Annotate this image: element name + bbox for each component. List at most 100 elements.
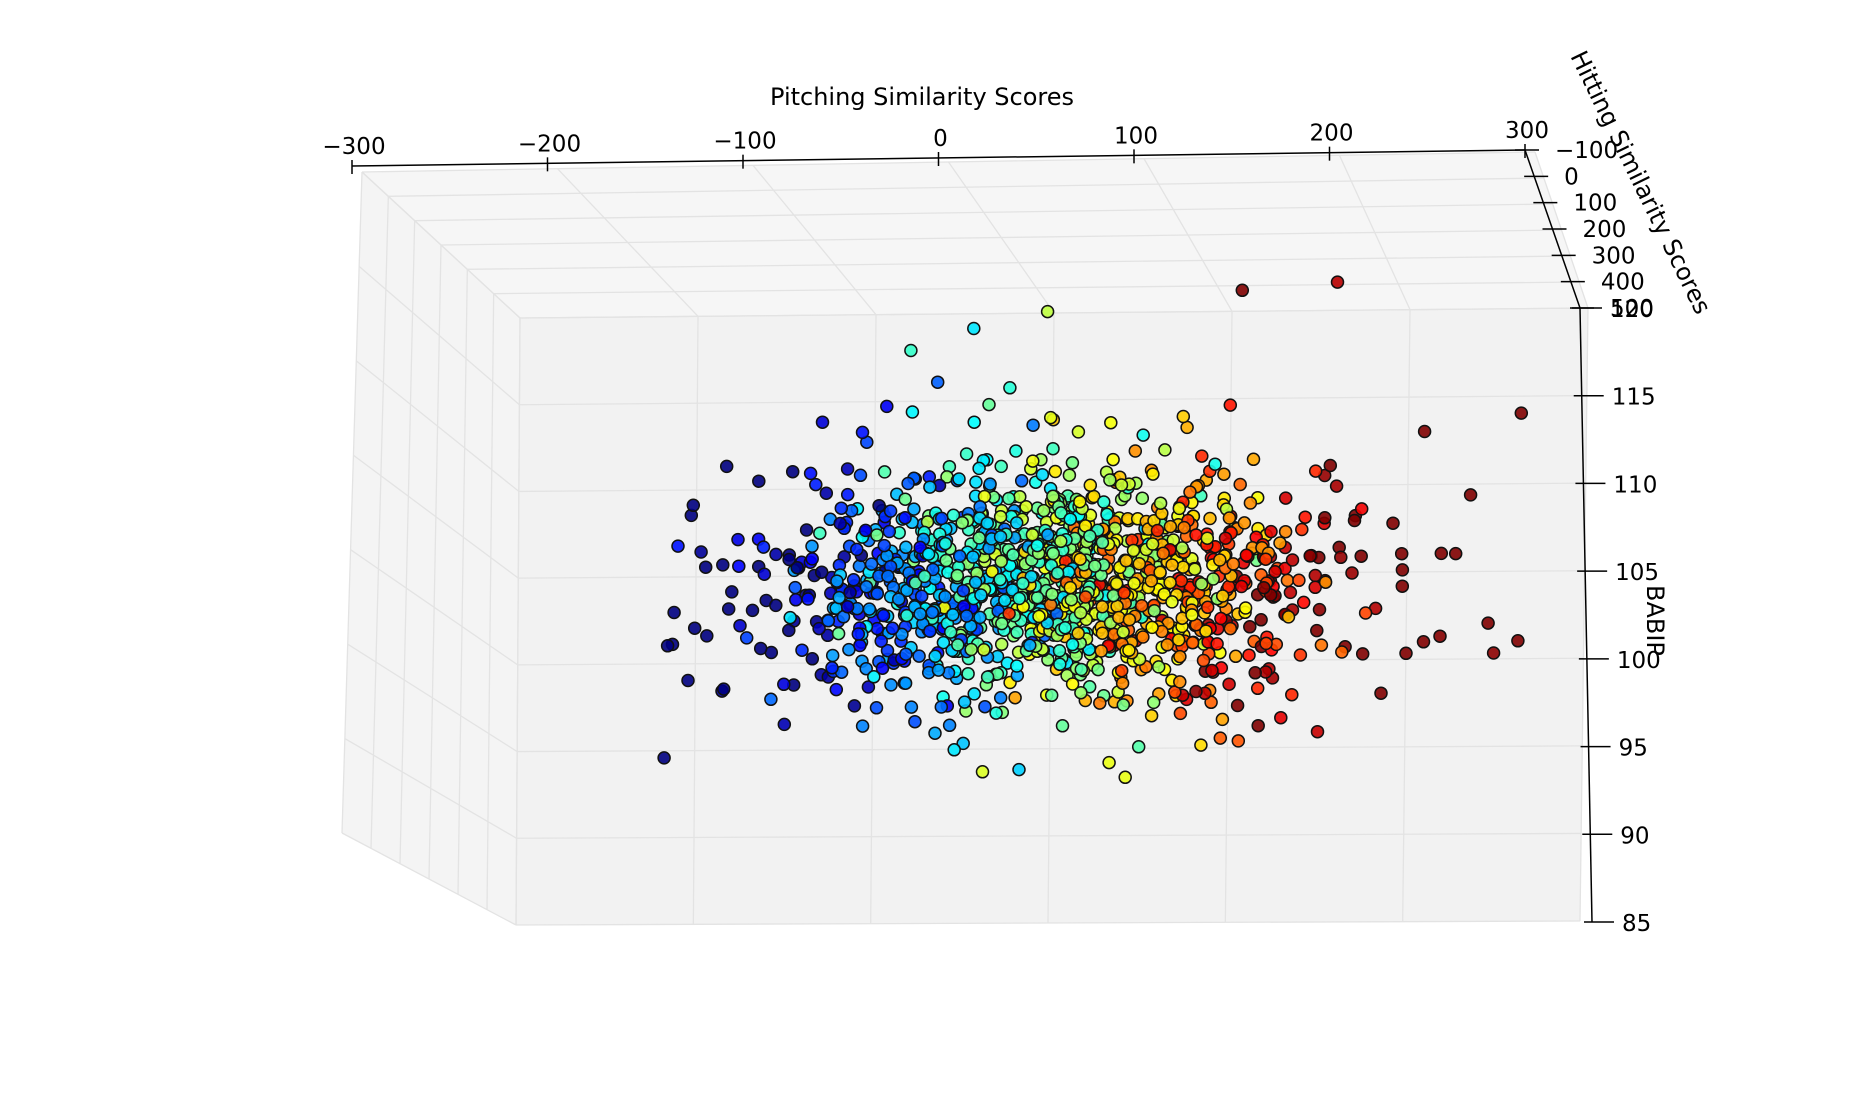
data-point [867,670,881,684]
data-point [716,558,730,572]
data-point [870,528,884,542]
data-point [880,399,894,414]
data-point [931,663,946,677]
left-pane [342,172,520,925]
data-point [694,545,708,559]
data-point [1052,644,1067,658]
data-point [1185,635,1200,650]
z-tick-label: 85 [1622,911,1651,937]
data-point [753,641,768,656]
data-point [1205,663,1219,678]
data-point [1030,538,1045,553]
data-point [993,509,1008,524]
data-point [1095,626,1110,640]
data-point [1394,546,1409,561]
data-point [993,572,1007,587]
data-point [875,661,890,675]
data-point [813,526,827,540]
data-point [973,500,987,514]
data-point [1183,485,1197,499]
data-point [1043,410,1058,425]
data-point [686,498,701,513]
data-point [957,695,972,709]
data-point [994,637,1009,652]
data-point [1012,762,1026,777]
data-point [1041,528,1055,542]
data-point [1146,467,1160,481]
data-point [870,621,884,636]
data-point [899,540,913,555]
data-point [1145,537,1160,551]
data-point [732,559,746,573]
data-point [1163,575,1177,590]
data-point [1122,643,1136,658]
data-point [789,593,803,607]
data-point [1386,516,1400,530]
data-point [1073,494,1087,509]
data-point [1078,590,1093,604]
data-point [1481,616,1495,630]
data-point [1097,495,1111,509]
data-point [1104,415,1118,430]
data-point [1433,629,1447,643]
data-point [1126,543,1141,558]
top-grid-y [361,151,1536,173]
data-point [1334,550,1348,565]
data-point [1046,546,1060,561]
left-grid-y [515,317,521,926]
data-point [977,643,991,657]
data-point [1002,606,1016,621]
data-point [956,583,971,598]
data-point [1163,519,1178,534]
y-tick-label: 100 [1573,191,1617,217]
data-point [877,538,892,553]
data-point [1165,558,1179,572]
data-point [969,475,983,489]
data-point [972,531,986,545]
data-point [1231,734,1246,748]
data-point [700,629,714,643]
left-grid-y [457,269,468,895]
data-point [1044,688,1059,703]
data-point [1248,666,1262,680]
front-grid-z [519,394,1587,406]
data-point [1050,566,1065,580]
data-point [1116,625,1130,639]
data-point [667,605,681,620]
data-point [1196,653,1211,668]
data-point [869,701,884,715]
data-point [1264,524,1278,539]
data-point [967,687,981,701]
data-point [1176,560,1190,574]
data-point [840,462,855,476]
data-point [1156,546,1170,561]
data-point [809,477,823,492]
data-point [764,692,778,707]
data-point [769,547,783,562]
data-point [1055,719,1070,733]
z-tick-label: 105 [1615,560,1659,586]
x-tick-label: 100 [1114,123,1158,149]
data-point [943,625,958,639]
data-point [1150,523,1165,538]
data-point [1151,660,1166,674]
data-point [1292,573,1306,588]
data-point [1071,626,1085,641]
data-point [832,590,846,605]
data-point [1213,553,1227,567]
data-point [1003,381,1017,395]
data-point [1053,657,1067,672]
data-point [1226,557,1241,571]
data-point [719,459,734,474]
data-point [803,466,818,481]
data-point [1268,565,1282,579]
data-point [1048,464,1063,479]
data-point [898,492,912,506]
data-point [1210,637,1224,651]
data-point [930,375,945,389]
data-point [1063,580,1078,595]
data-point [1023,638,1037,653]
data-point [843,585,857,600]
data-point [1514,406,1529,420]
data-point [829,682,844,697]
